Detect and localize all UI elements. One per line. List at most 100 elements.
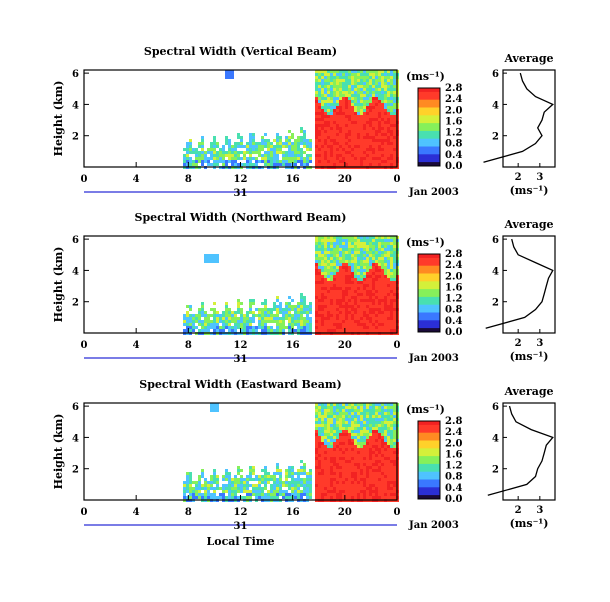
heatmap-cell <box>336 142 339 145</box>
heatmap-cell <box>366 254 369 257</box>
heatmap-cell <box>366 287 369 290</box>
heatmap-cell <box>246 496 249 499</box>
heatmap-cell <box>252 487 255 490</box>
heatmap-cell <box>363 475 366 478</box>
heatmap-cell <box>321 403 324 406</box>
heatmap-cell <box>306 142 309 145</box>
heatmap-cell <box>369 427 372 430</box>
heatmap-cell <box>333 151 336 154</box>
heatmap-cell <box>345 463 348 466</box>
heatmap-cell <box>384 320 387 323</box>
heatmap-cell <box>234 148 237 151</box>
heatmap-cell <box>393 430 396 433</box>
heatmap-cell <box>369 97 372 100</box>
heatmap-cell <box>264 481 267 484</box>
heatmap-cell <box>381 418 384 421</box>
heatmap-cell <box>321 439 324 442</box>
heatmap-cell <box>381 73 384 76</box>
heatmap-cell <box>261 490 264 493</box>
heatmap-cell <box>261 323 264 326</box>
heatmap-cell <box>198 154 201 157</box>
heatmap-cell <box>363 266 366 269</box>
heatmap-cell <box>327 320 330 323</box>
heatmap-cell <box>339 406 342 409</box>
heatmap-cell <box>207 323 210 326</box>
heatmap-cell <box>366 329 369 332</box>
heatmap-cell <box>252 484 255 487</box>
heatmap-cell <box>363 320 366 323</box>
heatmap-cell <box>309 478 312 481</box>
x-tick-label: 12 <box>234 174 248 185</box>
heatmap-cell <box>348 118 351 121</box>
heatmap-cell <box>297 142 300 145</box>
heatmap-cell <box>324 451 327 454</box>
heatmap-cell <box>318 151 321 154</box>
colorbar-swatch <box>418 115 440 118</box>
heatmap-cell <box>357 427 360 430</box>
heatmap-cell <box>243 490 246 493</box>
heatmap-cell <box>222 163 225 166</box>
heatmap-cell <box>333 329 336 332</box>
heatmap-cell <box>252 329 255 332</box>
heatmap-cell <box>369 130 372 133</box>
heatmap-cell <box>345 109 348 112</box>
heatmap-cell <box>240 469 243 472</box>
colorbar-swatch <box>418 287 440 290</box>
average-profile-line <box>487 405 554 496</box>
heatmap-cell <box>276 314 279 317</box>
heatmap-cell <box>258 496 261 499</box>
heatmap-cell <box>375 275 378 278</box>
heatmap-cell <box>201 484 204 487</box>
colorbar-swatch <box>418 146 440 149</box>
heatmap-cell <box>369 82 372 85</box>
heatmap-cell <box>339 85 342 88</box>
heatmap-cell <box>348 88 351 91</box>
heatmap-cell <box>369 436 372 439</box>
heatmap-cell <box>342 290 345 293</box>
heatmap-cell <box>345 127 348 130</box>
heatmap-cell <box>228 157 231 160</box>
heatmap-cell <box>201 493 204 496</box>
heatmap-cell <box>336 412 339 415</box>
heatmap-cell <box>369 472 372 475</box>
heatmap-cell <box>387 260 390 263</box>
heatmap-cell <box>243 481 246 484</box>
heatmap-cell <box>285 475 288 478</box>
heatmap-cell <box>354 463 357 466</box>
heatmap-cell <box>288 320 291 323</box>
heatmap-cell <box>333 76 336 79</box>
heatmap-cell <box>333 251 336 254</box>
heatmap-cell <box>330 145 333 148</box>
heatmap-cell <box>324 127 327 130</box>
date-label: Jan 2003 <box>408 187 459 198</box>
heatmap-cell <box>273 302 276 305</box>
heatmap-cell <box>381 139 384 142</box>
heatmap-cell <box>345 326 348 329</box>
heatmap-cell <box>324 88 327 91</box>
heatmap-cell <box>330 308 333 311</box>
heatmap-cell <box>279 490 282 493</box>
heatmap-cell <box>252 317 255 320</box>
colorbar-swatch <box>418 483 440 486</box>
heatmap-cell <box>306 484 309 487</box>
heatmap-cell <box>378 245 381 248</box>
heatmap-cell <box>315 320 318 323</box>
heatmap-cell <box>333 94 336 97</box>
heatmap-cell <box>333 442 336 445</box>
heatmap-cell <box>345 142 348 145</box>
heatmap-cell <box>213 493 216 496</box>
heatmap-cell <box>330 436 333 439</box>
heatmap-cell <box>348 317 351 320</box>
heatmap-cell <box>375 475 378 478</box>
heatmap-cell <box>342 130 345 133</box>
heatmap-cell <box>345 457 348 460</box>
heatmap-cell <box>390 460 393 463</box>
heatmap-cell <box>330 85 333 88</box>
heatmap-cell <box>333 430 336 433</box>
heatmap-cell <box>327 290 330 293</box>
heatmap-cell <box>393 124 396 127</box>
heatmap-cell <box>327 326 330 329</box>
heatmap-cell <box>276 463 279 466</box>
heatmap-cell <box>384 239 387 242</box>
heatmap-cell <box>288 487 291 490</box>
